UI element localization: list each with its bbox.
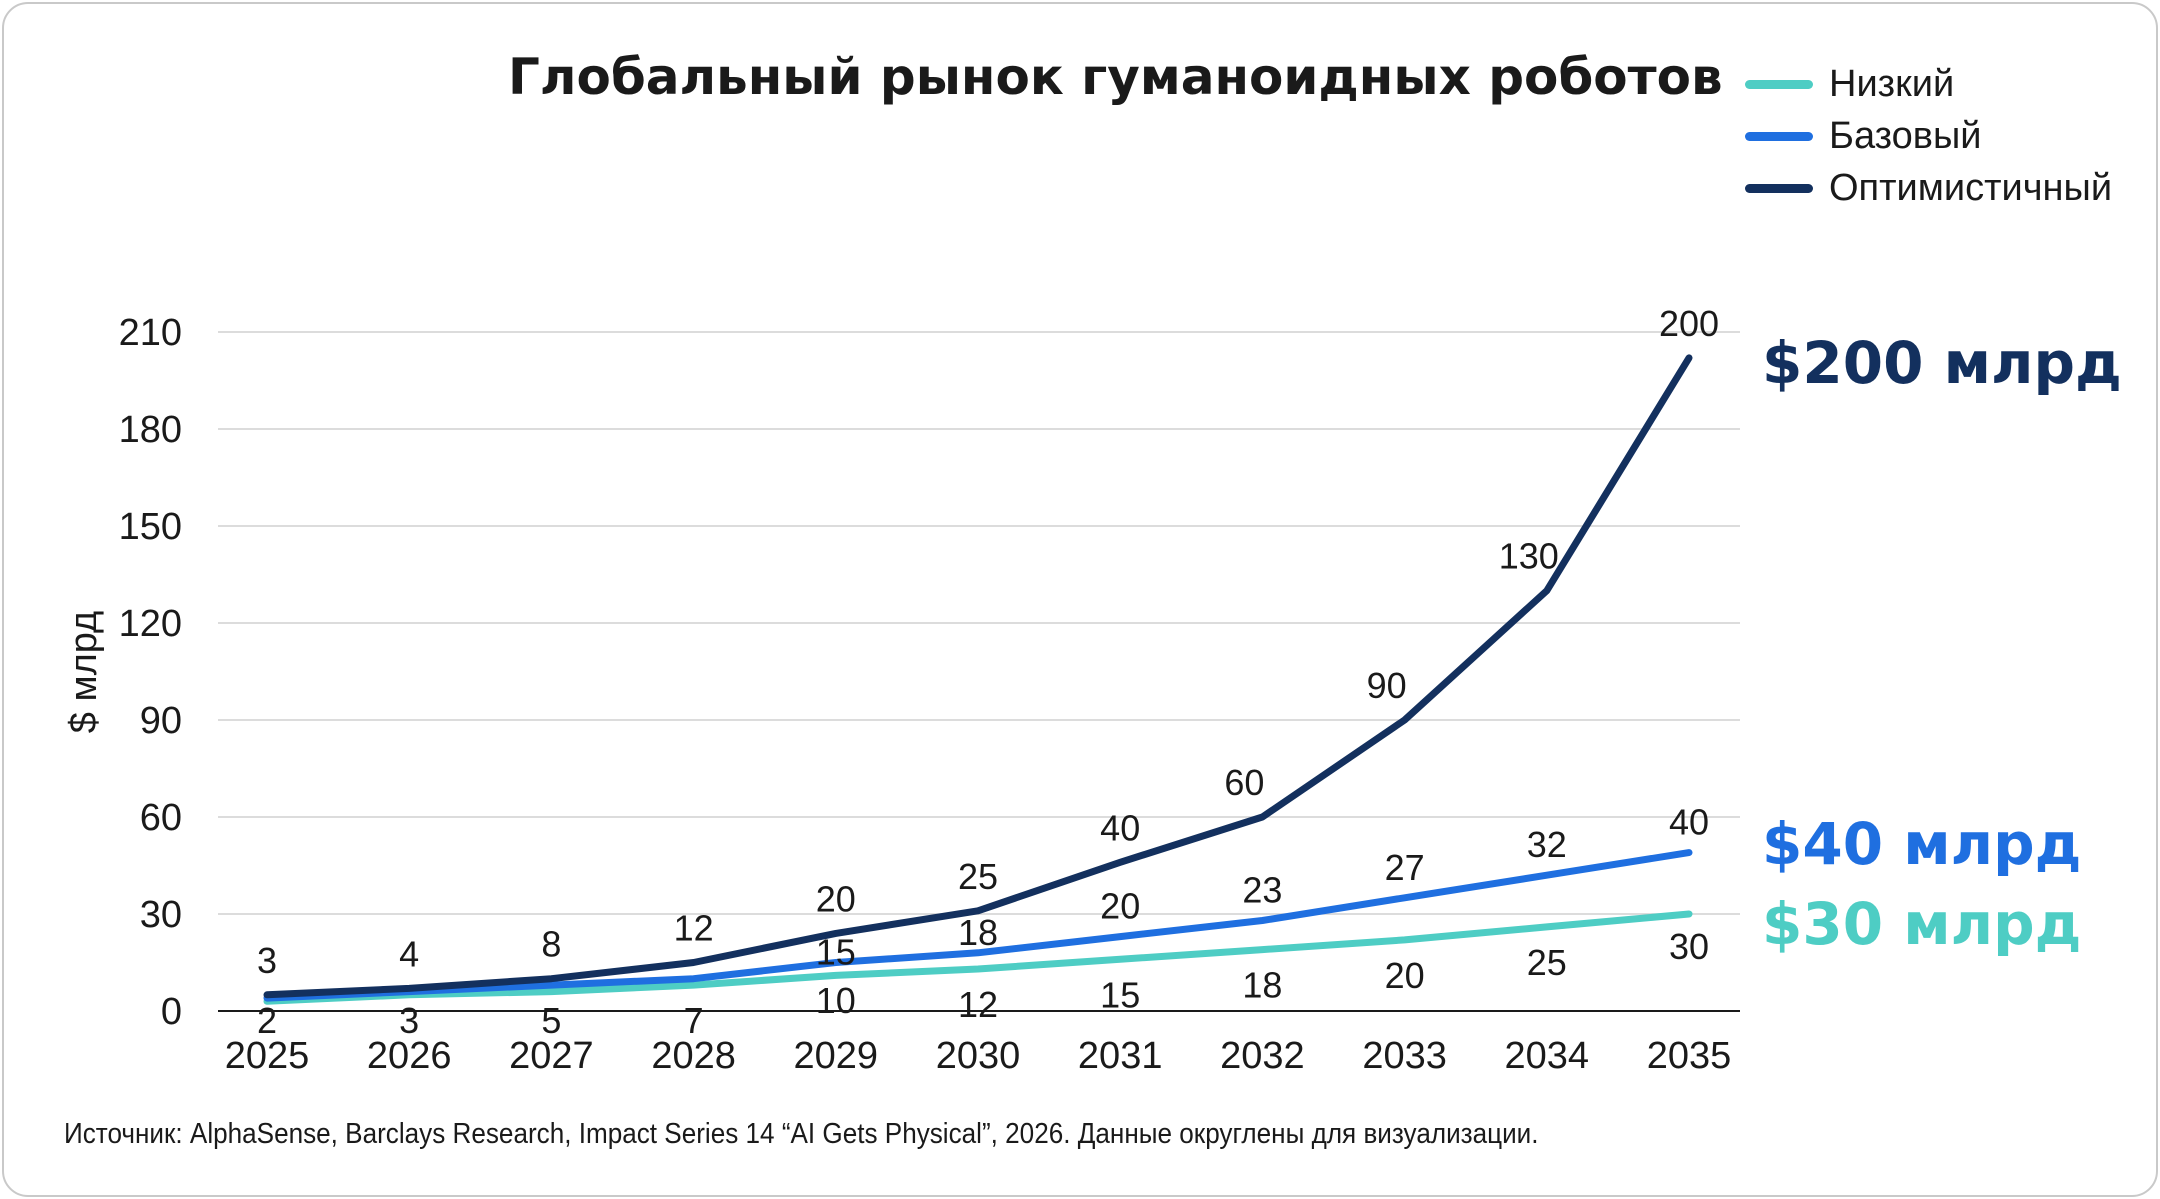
low-data-label: 7: [684, 1000, 704, 1041]
optimistic-callout: $200 млрд: [1762, 329, 2122, 397]
x-tick-label: 2031: [1078, 1035, 1163, 1077]
x-tick-label: 2032: [1220, 1035, 1305, 1077]
legend-swatch-low: [1745, 79, 1813, 89]
y-axis-label: $ млрд: [63, 611, 105, 733]
low-data-label: 18: [1242, 965, 1282, 1006]
low-data-label: 5: [541, 1000, 561, 1041]
optimistic-series-line: [263, 354, 1693, 999]
low-data-label: 12: [958, 984, 998, 1025]
low-callout: $30 млрд: [1762, 890, 2082, 958]
legend-item-low: Низкий: [1745, 58, 2112, 110]
y-tick-label: 90: [140, 700, 182, 742]
optimistic-data-label: 40: [1100, 807, 1140, 848]
legend-swatch-base: [1745, 131, 1813, 141]
low-data-label: 15: [1100, 974, 1140, 1015]
x-tick-label: 2035: [1647, 1035, 1732, 1077]
low-data-label: 3: [399, 1000, 419, 1041]
x-tick-label: 2025: [225, 1035, 310, 1077]
optimistic-data-label: 4: [399, 933, 419, 974]
legend-item-base: Базовый: [1745, 110, 2112, 162]
low-data-label: 2: [257, 1000, 277, 1041]
base-data-label: 23: [1242, 869, 1282, 910]
x-tick-label: 2027: [509, 1035, 594, 1077]
base-data-label: 32: [1527, 824, 1567, 865]
optimistic-data-label: 25: [958, 856, 998, 897]
base-data-label: 40: [1669, 802, 1709, 843]
low-data-label: 25: [1527, 942, 1567, 983]
base-data-label: 15: [816, 932, 856, 973]
x-tick-label: 2026: [367, 1035, 452, 1077]
optimistic-data-label: 90: [1367, 665, 1407, 706]
legend-label-base: Базовый: [1829, 114, 1982, 157]
legend: Низкий Базовый Оптимистичный: [1745, 58, 2112, 214]
base-data-label: 20: [1100, 886, 1140, 927]
base-series-line: [263, 849, 1693, 1002]
optimistic-data-label: 60: [1224, 762, 1264, 803]
optimistic-data-label: 12: [674, 908, 714, 949]
legend-item-optimistic: Оптимистичный: [1745, 162, 2112, 214]
x-tick-label: 2029: [794, 1035, 879, 1077]
legend-label-low: Низкий: [1829, 62, 1955, 105]
x-tick-label: 2028: [651, 1035, 736, 1077]
y-tick-label: 60: [140, 797, 182, 839]
base-data-label: 27: [1385, 847, 1425, 888]
y-tick-label: 180: [119, 409, 182, 451]
chart-title: Глобальный рынок гуманоидных роботов: [508, 48, 1723, 106]
y-tick-label: 150: [119, 506, 182, 548]
optimistic-data-label: 200: [1659, 303, 1719, 344]
base-data-label: 18: [958, 912, 998, 953]
optimistic-data-label: 130: [1499, 536, 1559, 577]
legend-swatch-optimistic: [1745, 183, 1813, 193]
y-tick-label: 0: [161, 991, 182, 1033]
optimistic-data-label: 3: [257, 940, 277, 981]
low-series-line: [263, 910, 1693, 1005]
low-data-label: 10: [816, 980, 856, 1021]
optimistic-data-label: 20: [816, 878, 856, 919]
x-tick-label: 2030: [936, 1035, 1021, 1077]
low-data-label: 20: [1385, 955, 1425, 996]
source-note: Источник: AlphaSense, Barclays Research,…: [64, 1118, 1539, 1150]
low-data-label: 30: [1669, 926, 1709, 967]
base-callout: $40 млрд: [1762, 810, 2082, 878]
legend-label-optimistic: Оптимистичный: [1829, 166, 2113, 209]
y-tick-label: 30: [140, 894, 182, 936]
x-tick-label: 2033: [1362, 1035, 1447, 1077]
y-tick-label: 210: [119, 312, 182, 354]
y-tick-label: 120: [119, 603, 182, 645]
optimistic-data-label: 8: [541, 924, 561, 965]
x-tick-label: 2034: [1505, 1035, 1590, 1077]
